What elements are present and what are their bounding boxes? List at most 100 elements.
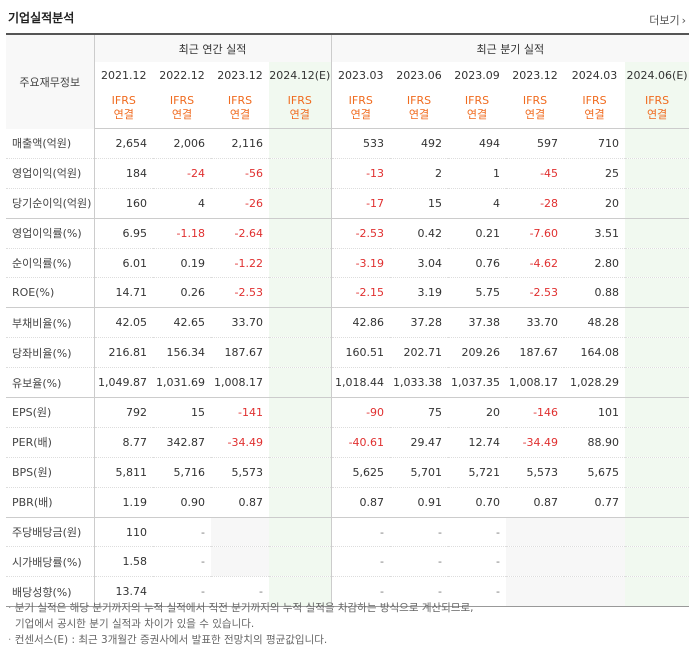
table-cell: -2.64 [211,217,269,249]
table-cell: -28 [506,188,565,219]
table-cell: 5,721 [448,457,507,488]
basis-row: IFRS 연결 IFRS 연결 IFRS 연결 IFRS 연결 IFRS 연결 IFRS 연결 IFRS… [6,88,690,129]
table-cell: 1,037.35 [448,367,507,399]
quarter-group-header: 최근 분기 실적 [330,33,690,62]
table-cell: 20 [448,397,507,428]
table-cell [625,307,690,339]
table-cell: 4 [448,188,507,219]
table-cell [625,158,690,189]
table-row: 부채비율(%) 42.05 42.65 33.70 42.86 37.28 37.38 33.… [6,307,690,339]
table-cell: 29.47 [390,427,449,458]
more-link[interactable]: 더보기 › [649,12,686,28]
table-cell: 25 [564,158,626,189]
basis-bottom: 연결 [646,108,668,121]
row-label: 부채비율(%) [6,307,94,339]
basis-header: IFRS 연결 [564,88,626,129]
period-header: 2023.03 [330,62,391,88]
basis-bottom: 연결 [289,108,310,121]
basis-bottom: 연결 [350,108,371,121]
table-row: 주당배당금(원) 110- - - - [6,516,690,548]
table-cell [506,516,565,548]
basis-header: IFRS 연결 [625,88,690,129]
table-cell: -4.62 [506,248,565,279]
table-cell: 6.01 [93,248,153,279]
table-cell [269,397,332,428]
table-cell: - [153,576,211,608]
table-cell: 342.87 [153,427,211,458]
table-cell: 164.08 [564,337,626,369]
basis-top: IFRS [169,94,195,107]
bullet-icon: · [8,602,12,614]
table-cell: -7.60 [506,217,565,249]
table-row: 시가배당률(%) 1.58- - - - [6,546,690,578]
table-row: ROE(%) 14.71 0.26 -2.53 -2.15 3.19 5.75 -2.53 0.… [6,277,690,309]
row-label: 당좌비율(%) [6,337,94,369]
table-cell: 8.77 [93,427,153,458]
table-cell: 5,675 [564,457,626,488]
table-cell: 187.67 [506,337,565,369]
table-cell: 209.26 [448,337,507,369]
table-cell: 5.75 [448,277,507,309]
table-cell [625,128,690,159]
annual-group-header: 최근 연간 실적 [93,33,332,62]
table-cell: -13 [330,158,391,189]
table-cell [625,217,690,249]
table-cell: -56 [211,158,269,189]
chevron-right-icon: › [681,14,686,27]
table-row: 당좌비율(%) 216.81 156.34 187.67 160.51 202.71 209… [6,337,690,369]
period-header: 2024.06(E) [625,62,690,88]
table-cell: 1,033.38 [390,367,449,399]
section-title: 기업실적분석 [8,11,75,25]
row-label: 주당배당금(원) [6,516,94,548]
table-cell [269,367,332,399]
table-cell [564,546,626,578]
basis-top: IFRS [287,94,312,107]
table-cell: -141 [211,397,269,428]
row-label: 영업이익률(%) [6,217,94,249]
table-cell: - [390,516,449,548]
table-cell: 0.77 [564,487,626,518]
table-cell: 5,701 [390,457,449,488]
table-cell [269,457,332,488]
table-cell [269,307,332,339]
table-cell: 0.87 [211,487,269,518]
table-cell: 1 [448,158,507,189]
table-cell [269,337,332,369]
row-label: 매출액(억원) [6,128,94,159]
table-cell: 42.05 [93,307,153,339]
bullet-icon: · [8,634,12,646]
table-cell: 0.26 [153,277,211,309]
table-cell: 710 [564,128,626,159]
basis-top: IFRS [522,94,548,107]
table-cell: -90 [330,397,391,428]
table-cell: 42.86 [330,307,391,339]
table-cell: -1.22 [211,248,269,279]
table-cell: 0.42 [390,217,449,249]
table-cell: 13.74 [93,576,153,608]
table-row: 유보율(%) 1,049.87 1,031.69 1,008.17 1,018.44 1,… [6,367,690,399]
period-header: 2023.12 [512,68,558,82]
basis-bottom: 연결 [584,108,605,121]
table-cell: 0.21 [448,217,507,249]
table-cell: 110 [93,516,153,548]
table-cell: 1,018.44 [330,367,391,399]
table-cell: 37.28 [390,307,449,339]
table-cell [625,337,690,369]
table-row: 배당성향(%) 13.74- - - - - [6,576,690,608]
table-cell [625,248,690,279]
table-cell: 3.19 [390,277,449,309]
table-cell: 12.74 [448,427,507,458]
table-cell [269,516,332,548]
table-cell: 216.81 [93,337,153,369]
period-header: 2024.03 [571,68,618,82]
table-cell: 20 [564,188,626,219]
table-cell: 0.87 [506,487,565,518]
table-cell: 2,116 [211,128,269,159]
table-cell: 492 [390,128,449,159]
row-label: 영업이익(억원) [6,158,94,189]
table-cell: 5,625 [330,457,391,488]
table-cell: 14.71 [93,277,153,309]
table-cell: - [448,546,507,578]
table-cell: 75 [390,397,449,428]
basis-header: IFRS 연결 [448,88,507,129]
